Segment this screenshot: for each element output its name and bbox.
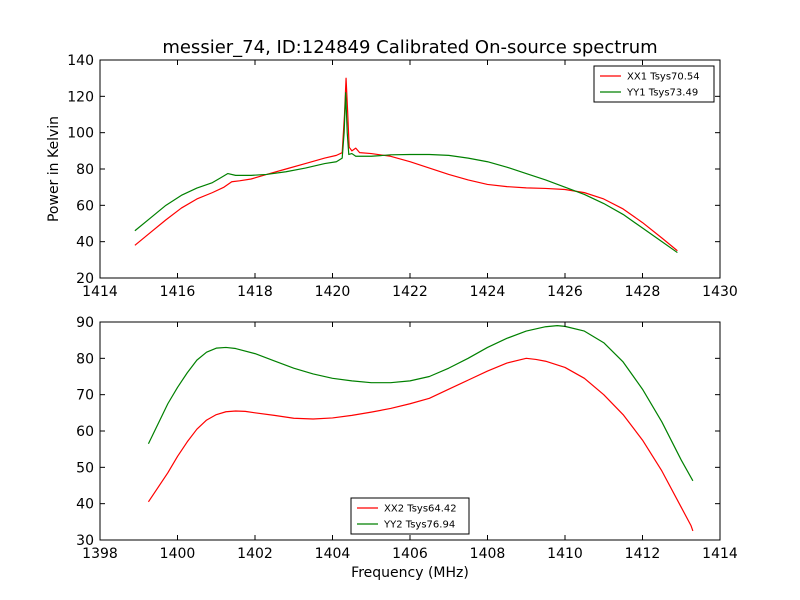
legend-bottom: XX2 Tsys64.42 YY2 Tsys76.94 [350, 497, 470, 535]
legend-label: XX2 Tsys64.42 [384, 504, 457, 515]
plot-panel-top: 1414 1416 1418 1420 1422 1424 1426 1428 1430 20 40… [67, 53, 738, 300]
y-tick-label: 140 [67, 53, 94, 69]
y-tick-label: 80 [76, 351, 94, 367]
x-tick-label: 1414 [82, 284, 118, 300]
x-tick-label: 1416 [160, 284, 196, 300]
plot-panel-bottom: 1398 1400 1402 1404 1406 1408 1410 1412 1414 30 40… [76, 315, 738, 562]
x-tick-label: 1412 [625, 546, 661, 562]
x-tick-label: 1398 [82, 546, 118, 562]
chart-title: messier_74, ID:124849 Calibrated On-sour… [162, 37, 657, 58]
y-tick-label: 20 [76, 271, 94, 287]
legend-label: XX1 Tsys70.54 [627, 72, 700, 83]
y-tick-label: 80 [76, 162, 94, 178]
legend-label: YY1 Tsys73.49 [626, 88, 698, 99]
x-axis-label: Frequency (MHz) [351, 565, 469, 581]
series-group-top [134, 77, 678, 254]
x-tick-label: 1424 [470, 284, 506, 300]
y-tick-label: 30 [76, 533, 94, 549]
axes-frame-bottom [99, 321, 721, 541]
series-line-top-yy [134, 92, 678, 254]
series-line-bottom-yy [147, 325, 694, 482]
y-tick-label: 60 [76, 198, 94, 214]
y-tick-label: 40 [76, 497, 94, 513]
x-tick-label: 1418 [237, 284, 273, 300]
x-tick-label: 1420 [315, 284, 351, 300]
x-tick-label: 1422 [392, 284, 428, 300]
y-tick-label: 100 [67, 126, 94, 142]
x-tick-label: 1430 [702, 284, 738, 300]
y-tick-label: 50 [76, 460, 94, 476]
x-tick-label: 1408 [470, 546, 506, 562]
axes-frame-top [99, 59, 721, 279]
x-tick-label: 1402 [237, 546, 273, 562]
legend-box [593, 65, 715, 103]
series-line-bottom-xx [147, 357, 694, 532]
series-line-top-xx [134, 77, 678, 252]
x-tick-label: 1426 [547, 284, 583, 300]
y-tick-label: 60 [76, 424, 94, 440]
x-tick-label: 1400 [160, 546, 196, 562]
legend-label: YY2 Tsys76.94 [383, 520, 455, 531]
legend-box [350, 497, 470, 535]
y-tick-label: 70 [76, 388, 94, 404]
y-tick-label: 120 [67, 89, 94, 105]
series-group-bottom [147, 325, 694, 532]
x-tick-label: 1410 [547, 546, 583, 562]
x-tick-label: 1414 [702, 546, 738, 562]
x-tick-label: 1406 [392, 546, 428, 562]
plot-panels: 1414 1416 1418 1420 1422 1424 1426 1428 1430 20 40… [67, 53, 738, 562]
y-tick-label: 90 [76, 315, 94, 331]
y-tick-label: 40 [76, 235, 94, 251]
y-axis-label: Power in Kelvin [46, 116, 62, 222]
legend-top: XX1 Tsys70.54 YY1 Tsys73.49 [593, 65, 715, 103]
x-tick-label: 1404 [315, 546, 351, 562]
x-tick-label: 1428 [625, 284, 661, 300]
